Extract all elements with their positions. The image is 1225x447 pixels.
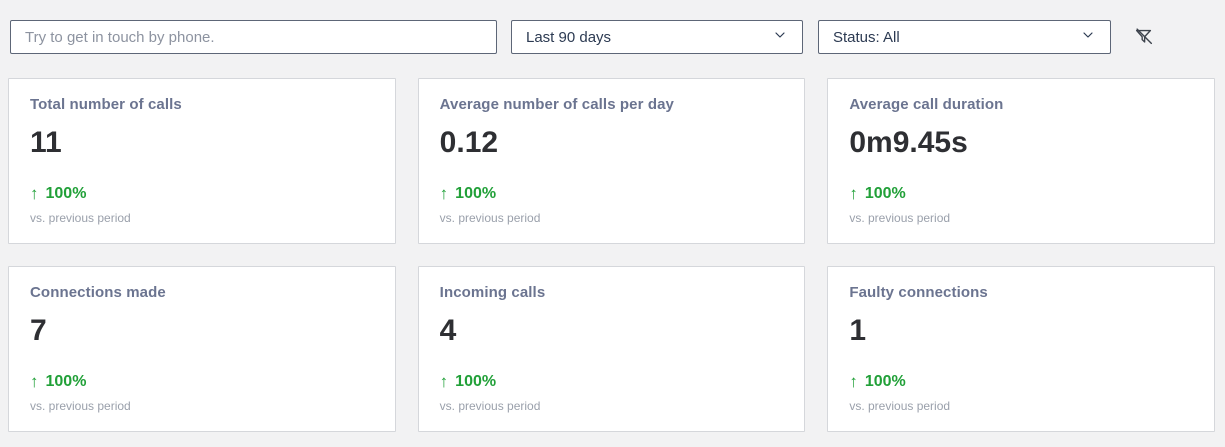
up-arrow-icon: ↑ [849, 184, 858, 203]
stat-card-delta: ↑ 100% [440, 184, 785, 204]
compare-label: vs. previous period [439, 399, 541, 413]
stat-card-title: Total number of calls [30, 96, 182, 113]
stat-card-delta: ↑ 100% [849, 372, 1194, 392]
compare-label: vs. previous period [849, 211, 951, 225]
stat-card-delta: ↑ 100% [30, 372, 375, 392]
delta-value: 100% [864, 373, 906, 390]
delta-value: 100% [45, 185, 87, 202]
compare-label: vs. previous period [30, 211, 131, 225]
stats-row-2: Connections made 7 ↑ 100% vs. previous p… [0, 266, 1225, 432]
stat-card-title: Connections made [30, 284, 166, 301]
stat-card-total-calls: Total number of calls 11 ↑ 100% vs. prev… [8, 78, 396, 244]
stat-card-value: 4 [439, 314, 457, 347]
stat-card-faulty-connections: Faulty connections 1 ↑ 100% vs. previous… [827, 266, 1216, 432]
stats-row-1: Total number of calls 11 ↑ 100% vs. prev… [0, 78, 1225, 244]
delta-value: 100% [455, 373, 497, 390]
clear-filters-button[interactable] [1131, 24, 1157, 50]
stat-card-value: 7 [30, 314, 47, 347]
status-select-value: Status: All [833, 28, 900, 46]
stat-card-value: 0m9.45s [849, 126, 968, 159]
stat-card-avg-call-duration: Average call duration 0m9.45s ↑ 100% vs.… [827, 78, 1216, 244]
stat-card-value: 11 [30, 126, 62, 159]
period-select-value: Last 90 days [526, 28, 612, 46]
chevron-down-icon [1080, 27, 1096, 48]
period-select[interactable]: Last 90 days [511, 20, 803, 54]
stat-card-title: Faulty connections [849, 284, 988, 301]
stat-card-delta: ↑ 100% [849, 184, 1194, 204]
search-input[interactable] [10, 20, 497, 54]
compare-label: vs. previous period [849, 399, 951, 413]
delta-value: 100% [455, 185, 497, 202]
up-arrow-icon: ↑ [849, 372, 858, 391]
filter-off-icon [1133, 25, 1155, 50]
stat-card-title: Average call duration [849, 96, 1004, 113]
stat-card-delta: ↑ 100% [30, 184, 375, 204]
stat-card-connections-made: Connections made 7 ↑ 100% vs. previous p… [8, 266, 396, 432]
delta-value: 100% [45, 373, 87, 390]
up-arrow-icon: ↑ [439, 184, 449, 203]
compare-label: vs. previous period [439, 211, 541, 225]
up-arrow-icon: ↑ [30, 372, 39, 391]
delta-value: 100% [864, 185, 906, 202]
up-arrow-icon: ↑ [439, 372, 449, 391]
stat-card-title: Incoming calls [439, 284, 546, 301]
filters-toolbar: Last 90 days Status: All [0, 0, 1225, 54]
stat-card-avg-calls-per-day: Average number of calls per day 0.12 ↑ 1… [417, 78, 806, 244]
status-select[interactable]: Status: All [818, 20, 1111, 54]
stat-card-incoming-calls: Incoming calls 4 ↑ 100% vs. previous per… [417, 266, 806, 432]
chevron-down-icon [772, 27, 788, 48]
compare-label: vs. previous period [30, 399, 131, 413]
stat-card-value: 1 [849, 314, 867, 347]
stat-card-value: 0.12 [439, 126, 499, 159]
stat-card-delta: ↑ 100% [440, 372, 785, 392]
up-arrow-icon: ↑ [30, 184, 39, 203]
stat-card-title: Average number of calls per day [439, 96, 674, 113]
